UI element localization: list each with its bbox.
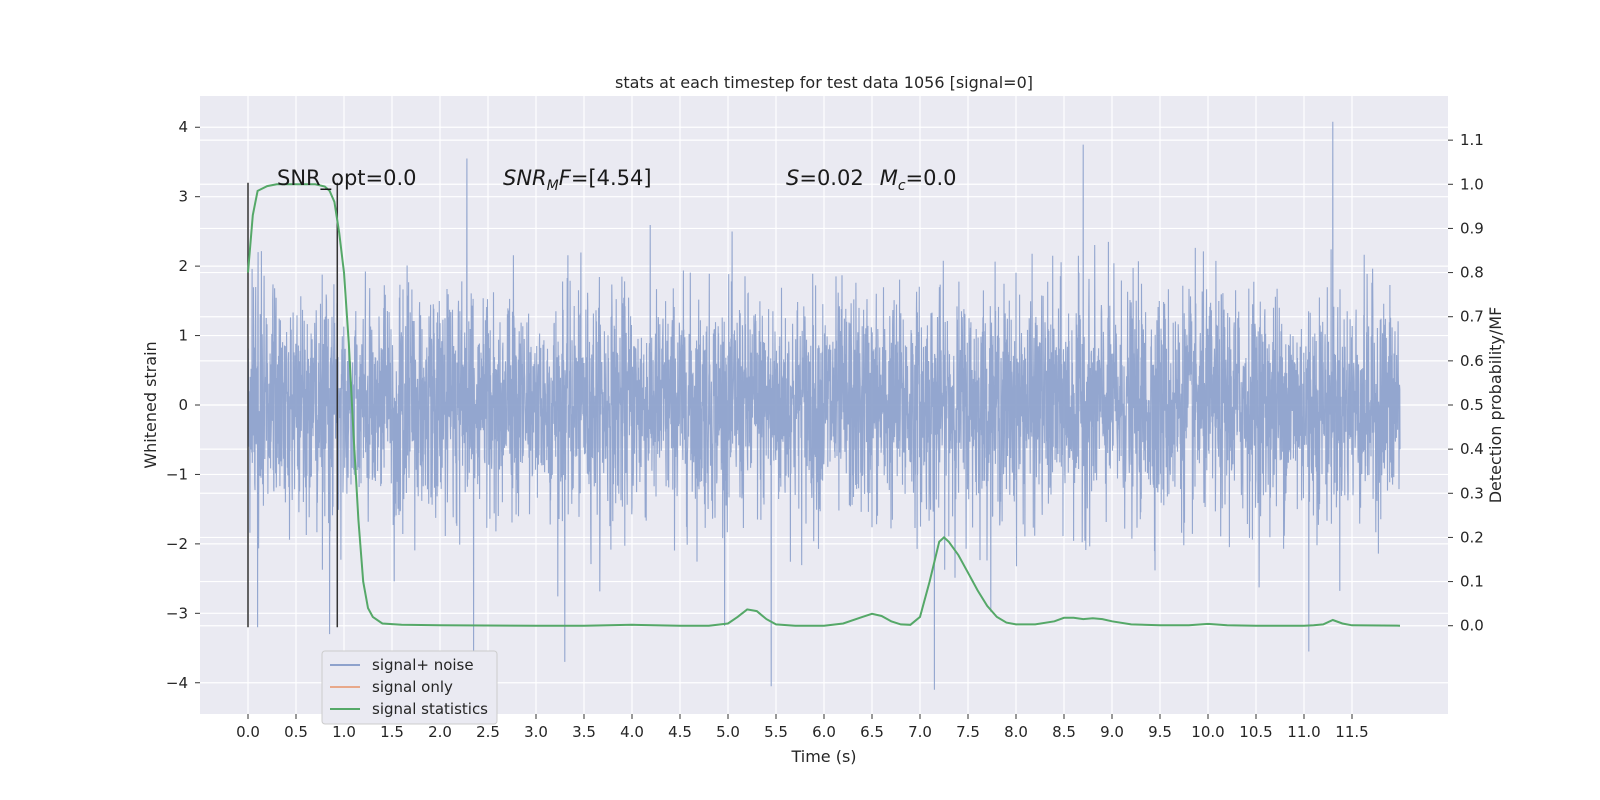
x-tick-label-2: 1.0: [332, 723, 356, 741]
chart-title: stats at each timestep for test data 105…: [615, 73, 1033, 92]
legend: signal+ noise signal only signal statist…: [321, 650, 498, 725]
legend-label-signal-statistics: signal statistics: [372, 700, 488, 718]
y2-tick-label-4: 0.4: [1460, 440, 1484, 458]
y-tick-label-8: 4: [178, 118, 188, 136]
x-tick-label-8: 4.0: [620, 723, 644, 741]
y2-tick-label-9: 0.9: [1460, 219, 1484, 237]
annotation-s-mc: S=0.02 Mc=0.0: [786, 166, 957, 194]
x-tick-label-18: 9.0: [1100, 723, 1124, 741]
x-tick-label-6: 3.0: [524, 723, 548, 741]
x-tick-label-1: 0.5: [284, 723, 308, 741]
x-tick-label-15: 7.5: [956, 723, 980, 741]
y2-tick-label-10: 1.0: [1460, 175, 1484, 193]
x-tick-label-23: 11.5: [1335, 723, 1368, 741]
y-tick-label-4: 0: [178, 396, 188, 414]
x-tick-label-12: 6.0: [812, 723, 836, 741]
y2-tick-label-1: 0.1: [1460, 573, 1484, 591]
x-tick-label-9: 4.5: [668, 723, 692, 741]
x-tick-label-10: 5.0: [716, 723, 740, 741]
signal-statistics-series: [247, 183, 1401, 627]
y-tick-label-2: −2: [166, 535, 188, 553]
x-tick-label-4: 2.0: [428, 723, 452, 741]
y2-tick-label-2: 0.2: [1460, 528, 1484, 546]
legend-box: [321, 650, 498, 725]
x-axis-label: Time (s): [790, 747, 856, 766]
y-tick-label-3: −1: [166, 465, 188, 483]
annotation-snr-opt: SNR_opt=0.0: [277, 166, 417, 191]
y2-tick-label-6: 0.6: [1460, 352, 1484, 370]
y2-tick-label-3: 0.3: [1460, 484, 1484, 502]
y2-tick-label-0: 0.0: [1460, 617, 1484, 635]
x-tick-label-20: 10.0: [1191, 723, 1224, 741]
signal-noise-series: [247, 121, 1401, 690]
x-tick-label-14: 7.0: [908, 723, 932, 741]
y2-tick-label-11: 1.1: [1460, 131, 1484, 149]
y2-tick-label-8: 0.8: [1460, 264, 1484, 282]
x-axis-ticks: 0.0 0.5 1.0 1.5 2.0 2.5 3.0 3.5 4.0 4.5 5.0 5.5 6.0 6…: [236, 714, 1369, 741]
x-tick-label-13: 6.5: [860, 723, 884, 741]
x-tick-label-0: 0.0: [236, 723, 260, 741]
y2-tick-label-5: 0.5: [1460, 396, 1484, 414]
signal-statistics-line: [247, 183, 1401, 627]
y2-tick-label-7: 0.7: [1460, 308, 1484, 326]
x-tick-label-19: 9.5: [1148, 723, 1172, 741]
y-tick-label-1: −3: [166, 604, 188, 622]
x-tick-label-16: 8.0: [1004, 723, 1028, 741]
vertical-markers: [247, 182, 339, 628]
y-axis-label: Whitened strain: [141, 341, 160, 468]
annotation-snr-mf: SNRMF=[4.54]: [503, 166, 652, 194]
x-tick-label-22: 11.0: [1287, 723, 1320, 741]
signal-noise-line: [247, 121, 1401, 690]
y-axis-ticks: −4 −3 −2 −1 0 1 2 3 4: [166, 118, 200, 692]
x-tick-label-3: 1.5: [380, 723, 404, 741]
y-tick-label-0: −4: [166, 674, 188, 692]
x-tick-label-7: 3.5: [572, 723, 596, 741]
x-tick-label-5: 2.5: [476, 723, 500, 741]
y2-axis-label: Detection probability/MF: [1486, 307, 1505, 504]
x-tick-label-17: 8.5: [1052, 723, 1076, 741]
y-tick-label-5: 1: [178, 327, 188, 345]
x-tick-label-11: 5.5: [764, 723, 788, 741]
y-tick-label-7: 3: [178, 188, 188, 206]
x-tick-label-21: 10.5: [1239, 723, 1272, 741]
y-tick-label-6: 2: [178, 257, 188, 275]
legend-label-signal-only: signal only: [372, 678, 453, 696]
y2-axis-ticks: 0.0 0.1 0.2 0.3 0.4 0.5 0.6 0.7 0.8 0.9 1.0 1.1: [1448, 131, 1484, 635]
legend-label-signal-noise: signal+ noise: [372, 656, 474, 674]
